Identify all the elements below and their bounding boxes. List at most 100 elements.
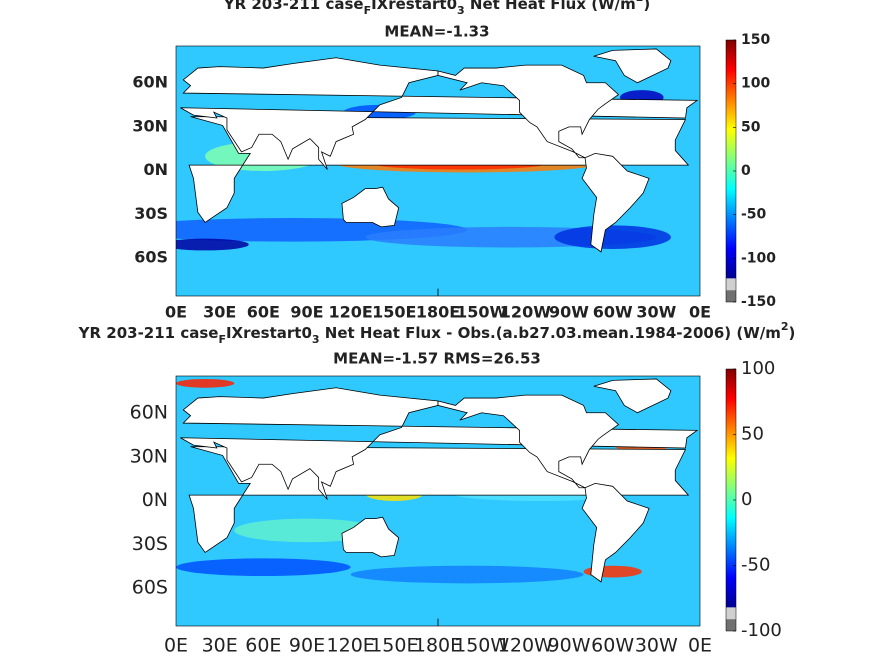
title-part: IXrestart0 [226, 324, 312, 342]
panel-subtitle: MEAN=-1.57 RMS=26.53 [333, 350, 541, 368]
colorbar-under [726, 290, 736, 302]
colorbar [726, 369, 736, 608]
colorbar-label: -150 [741, 294, 776, 310]
field-patch [176, 558, 351, 576]
title-part: F [218, 333, 226, 346]
lon-label: 120W [500, 303, 551, 322]
lon-label: 120E [329, 303, 373, 322]
lon-label: 150E [372, 303, 416, 322]
title-part: ) [643, 0, 650, 13]
title-part: IXrestart0 [371, 0, 457, 13]
colorbar-label: 0 [741, 489, 752, 510]
lon-label: 120E [327, 635, 375, 656]
land [866, 517, 875, 557]
lon-label: 60E [245, 635, 281, 656]
title-part: ) [789, 324, 796, 342]
colorbar-label: -100 [741, 620, 782, 641]
lon-label: 0E [688, 635, 712, 656]
land [341, 516, 400, 558]
panel-subtitle: MEAN=-1.33 [384, 23, 489, 41]
title-part: 2 [636, 0, 644, 4]
land [180, 57, 699, 170]
colorbar-label: 0 [741, 163, 751, 179]
land [437, 64, 620, 159]
land [713, 447, 875, 553]
lon-label: 180E [416, 303, 460, 322]
land [866, 187, 875, 227]
land [593, 378, 672, 414]
colorbar-under [726, 607, 736, 620]
title-part: YR 203-211 case [223, 0, 364, 13]
land [58, 153, 125, 252]
map-frame [175, 375, 701, 627]
lon-label: 30W [636, 303, 676, 322]
land [180, 387, 699, 500]
lon-label: 150E [370, 635, 418, 656]
colorbar-label: 100 [741, 358, 775, 379]
lon-label: 0E [165, 303, 187, 322]
lat-label: 60S [134, 248, 168, 267]
land [0, 65, 94, 158]
land [341, 186, 400, 228]
lon-label: 0E [689, 303, 711, 322]
map-frame [175, 45, 701, 297]
land [581, 152, 650, 253]
land [437, 394, 620, 489]
title-part: 3 [457, 4, 465, 17]
title-part: Net Heat Flux - Obs.(a.b27.03.mean.1984-… [320, 324, 781, 342]
lat-label: 30S [132, 533, 168, 555]
lon-label: 90W [549, 303, 589, 322]
lon-label: 90W [548, 635, 591, 656]
land [581, 482, 650, 583]
colorbar-label: 100 [741, 76, 770, 92]
lon-label: 150W [456, 303, 507, 322]
map-panel: YR 203-211 caseFIXrestart03 Net Heat Flu… [0, 0, 875, 322]
lat-label: 60S [132, 577, 168, 599]
title-part: 2 [781, 320, 789, 333]
lat-label: 30N [130, 445, 168, 467]
lon-label: 90E [290, 303, 323, 322]
lon-label: 30W [635, 635, 678, 656]
colorbar-label: 50 [741, 119, 761, 135]
lon-label: 60W [591, 635, 634, 656]
lon-label: 0E [164, 635, 188, 656]
title-part: F [364, 4, 372, 17]
land [713, 117, 875, 223]
lat-label: 0N [143, 160, 168, 179]
map [0, 376, 875, 626]
land [593, 48, 672, 84]
colorbar-under [726, 278, 736, 291]
land [58, 483, 125, 582]
colorbar-label: 50 [741, 424, 764, 445]
colorbar-label: -50 [741, 207, 767, 223]
lat-label: 30N [132, 116, 168, 135]
lon-label: 60W [593, 303, 633, 322]
lon-label: 120W [498, 635, 553, 656]
lat-label: 60N [130, 402, 168, 424]
lat-label: 30S [134, 204, 168, 223]
lon-label: 90E [289, 635, 325, 656]
field-patch [554, 225, 671, 249]
lat-label: 0N [142, 489, 168, 511]
colorbar [726, 40, 736, 279]
lon-label: 60E [247, 303, 280, 322]
colorbar-under [726, 619, 736, 631]
field-patch [350, 565, 584, 584]
title-part: Net Heat Flux (W/m [465, 0, 636, 13]
lon-label: 180E [414, 635, 462, 656]
land [0, 395, 94, 488]
title-part: 3 [312, 333, 320, 346]
lon-label: 150W [454, 635, 509, 656]
map [0, 46, 875, 296]
lon-label: 30E [202, 635, 238, 656]
colorbar-label: 150 [741, 32, 770, 48]
panel-title: YR 203-211 caseFIXrestart03 Net Heat Flu… [223, 0, 651, 17]
lon-label: 30E [203, 303, 236, 322]
field-patch [176, 378, 235, 388]
colorbar-label: -50 [741, 555, 770, 576]
map-panel: YR 203-211 caseFIXrestart03 Net Heat Flu… [0, 320, 875, 656]
lat-label: 60N [132, 73, 168, 92]
field-patch [176, 238, 249, 251]
title-part: YR 203-211 case [78, 324, 219, 342]
